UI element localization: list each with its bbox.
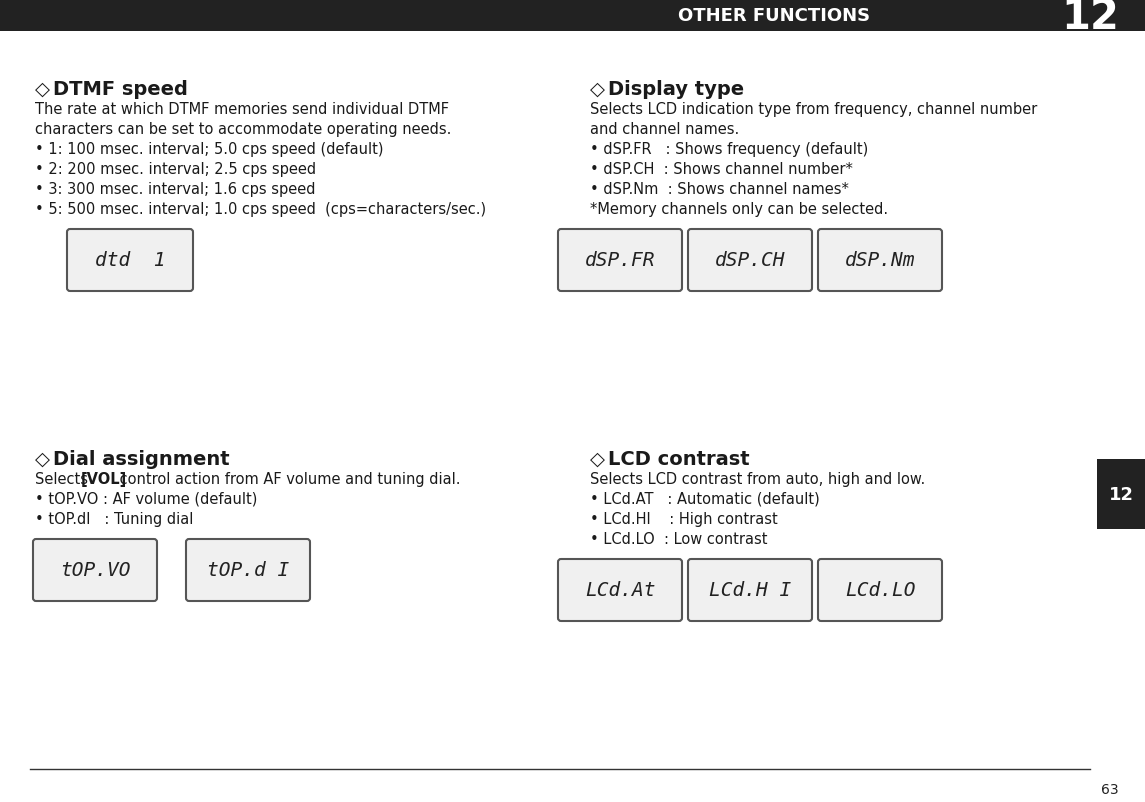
- Bar: [0, 0, 1145, 32]
- Text: ◇: ◇: [590, 80, 605, 99]
- FancyBboxPatch shape: [185, 539, 310, 602]
- Bar: [1097, 460, 1145, 529]
- Text: Selects LCD indication type from frequency, channel number: Selects LCD indication type from frequen…: [590, 102, 1037, 117]
- Text: characters can be set to accommodate operating needs.: characters can be set to accommodate ope…: [35, 122, 451, 137]
- FancyBboxPatch shape: [558, 229, 682, 292]
- Text: • LCd.AT   : Automatic (default): • LCd.AT : Automatic (default): [590, 492, 820, 506]
- Text: 12: 12: [1061, 0, 1119, 38]
- Text: ◇: ◇: [590, 449, 605, 468]
- Text: DTMF speed: DTMF speed: [53, 80, 188, 99]
- Text: Selects: Selects: [35, 472, 93, 486]
- Text: • 2: 200 msec. interval; 2.5 cps speed: • 2: 200 msec. interval; 2.5 cps speed: [35, 162, 316, 176]
- Text: dSP.Nm: dSP.Nm: [845, 251, 915, 270]
- Text: • tOP.dI   : Tuning dial: • tOP.dI : Tuning dial: [35, 512, 194, 526]
- Text: LCd.At: LCd.At: [585, 581, 655, 600]
- Text: tOP.d I: tOP.d I: [207, 561, 290, 580]
- Text: *Memory channels only can be selected.: *Memory channels only can be selected.: [590, 202, 889, 217]
- Text: • 5: 500 msec. interval; 1.0 cps speed  (cps=characters/sec.): • 5: 500 msec. interval; 1.0 cps speed (…: [35, 202, 487, 217]
- Text: [VOL]: [VOL]: [81, 472, 127, 486]
- Text: dSP.FR: dSP.FR: [585, 251, 655, 270]
- FancyBboxPatch shape: [688, 559, 812, 622]
- Text: • dSP.Nm  : Shows channel names*: • dSP.Nm : Shows channel names*: [590, 182, 848, 196]
- Text: • 3: 300 msec. interval; 1.6 cps speed: • 3: 300 msec. interval; 1.6 cps speed: [35, 182, 316, 196]
- Text: 63: 63: [1101, 782, 1119, 796]
- Text: • tOP.VO : AF volume (default): • tOP.VO : AF volume (default): [35, 492, 258, 506]
- Text: dSP.CH: dSP.CH: [714, 251, 785, 270]
- FancyBboxPatch shape: [688, 229, 812, 292]
- Text: ◇: ◇: [35, 449, 50, 468]
- Text: LCd.LO: LCd.LO: [845, 581, 915, 600]
- Text: • LCd.HI    : High contrast: • LCd.HI : High contrast: [590, 512, 777, 526]
- Text: Dial assignment: Dial assignment: [53, 449, 230, 468]
- Text: • dSP.CH  : Shows channel number*: • dSP.CH : Shows channel number*: [590, 162, 853, 176]
- Text: The rate at which DTMF memories send individual DTMF: The rate at which DTMF memories send ind…: [35, 102, 449, 117]
- Text: LCD contrast: LCD contrast: [608, 449, 750, 468]
- FancyBboxPatch shape: [818, 559, 942, 622]
- Text: LCd.H I: LCd.H I: [709, 581, 791, 600]
- Text: Display type: Display type: [608, 80, 744, 99]
- Text: control action from AF volume and tuning dial.: control action from AF volume and tuning…: [114, 472, 460, 486]
- FancyBboxPatch shape: [818, 229, 942, 292]
- Text: • LCd.LO  : Low contrast: • LCd.LO : Low contrast: [590, 532, 767, 546]
- FancyBboxPatch shape: [33, 539, 157, 602]
- FancyBboxPatch shape: [68, 229, 194, 292]
- FancyBboxPatch shape: [558, 559, 682, 622]
- Text: Selects LCD contrast from auto, high and low.: Selects LCD contrast from auto, high and…: [590, 472, 925, 486]
- Text: • dSP.FR   : Shows frequency (default): • dSP.FR : Shows frequency (default): [590, 142, 868, 157]
- Text: and channel names.: and channel names.: [590, 122, 740, 137]
- Text: dtd  1: dtd 1: [95, 251, 165, 270]
- Text: tOP.VO: tOP.VO: [60, 561, 131, 580]
- Text: 12: 12: [1108, 485, 1134, 504]
- Text: OTHER FUNCTIONS: OTHER FUNCTIONS: [678, 7, 870, 25]
- Text: • 1: 100 msec. interval; 5.0 cps speed (default): • 1: 100 msec. interval; 5.0 cps speed (…: [35, 142, 384, 157]
- Text: ◇: ◇: [35, 80, 50, 99]
